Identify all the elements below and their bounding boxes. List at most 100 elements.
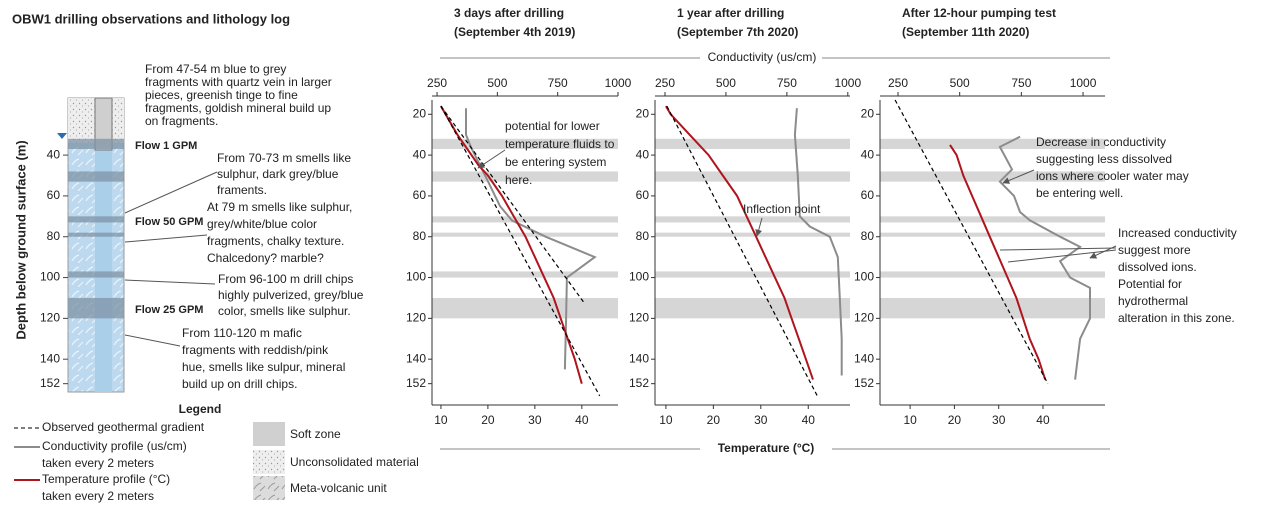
legend-swatch	[253, 450, 285, 474]
observation-text: framents.	[217, 183, 267, 197]
annotation: Potential for	[1118, 277, 1182, 291]
observation-text: color, smells like sulphur.	[218, 304, 351, 318]
y-tick-label: 80	[636, 229, 650, 243]
legend-swatch	[253, 476, 285, 500]
observation-text: pieces, greenish tinge to fine	[145, 88, 298, 102]
annotation-arrow	[1000, 248, 1116, 250]
leader-line	[125, 280, 215, 284]
observation-text: At 79 m smells like sulphur,	[207, 200, 352, 214]
gradient-line	[667, 106, 817, 396]
log-soft-zone	[68, 171, 124, 181]
y-tick-label: 140	[854, 351, 874, 365]
x2-tick-label: 1000	[834, 76, 861, 90]
y-tick-label: 120	[854, 311, 874, 325]
log-soft-zone	[68, 216, 124, 222]
depth-tick-label: 152	[40, 376, 60, 390]
depth-tick-label: 40	[47, 147, 61, 161]
x-tick-label: 40	[1036, 413, 1050, 427]
x-tick-label: 30	[754, 413, 768, 427]
water-level	[57, 133, 67, 139]
x2-tick-label: 750	[1011, 76, 1031, 90]
y-tick-label: 80	[413, 229, 427, 243]
log-soft-zone	[68, 298, 124, 318]
soft-zone	[880, 233, 1105, 237]
annotation: be entering well.	[1036, 186, 1123, 200]
log-soft-zone	[68, 271, 124, 277]
annotation: temperature fluids to	[505, 137, 615, 151]
log-soft-zone	[68, 233, 124, 237]
soft-zone	[432, 271, 618, 277]
annotation: be entering system	[505, 155, 606, 169]
y-tick-label: 40	[413, 147, 427, 161]
depth-tick-label: 80	[47, 229, 61, 243]
annotation: suggest more	[1118, 243, 1191, 257]
legend-label: taken every 2 meters	[42, 456, 154, 470]
y-tick-label: 40	[861, 147, 875, 161]
y-tick-label: 100	[629, 270, 649, 284]
observation-text: fragments, goldish mineral build up	[145, 101, 331, 115]
annotation: Inflection point	[743, 202, 821, 216]
y-tick-label: 60	[861, 188, 875, 202]
legend-title: Legend	[179, 402, 222, 416]
observation-text: highly pulverized, grey/blue	[218, 288, 364, 302]
x2-tick-label: 500	[487, 76, 507, 90]
y-tick-label: 152	[629, 376, 649, 390]
panel-title: After 12-hour pumping test	[902, 6, 1056, 20]
soft-zone	[880, 298, 1105, 318]
annotation: potential for lower	[505, 119, 600, 133]
x-tick-label: 10	[903, 413, 917, 427]
x-tick-label: 40	[802, 413, 816, 427]
temperature-axis-title: Temperature (°C)	[718, 441, 815, 455]
annotation-arrow	[478, 150, 505, 168]
soft-zone	[655, 271, 850, 277]
y-tick-label: 40	[636, 147, 650, 161]
flow-label: Flow 50 GPM	[135, 216, 203, 228]
legend-label: Soft zone	[290, 427, 341, 441]
panel-title: 1 year after drilling	[677, 6, 784, 20]
annotation: Increased conductivity	[1118, 226, 1237, 240]
leader-line	[125, 235, 207, 242]
observation-text: build up on drill chips.	[182, 377, 297, 391]
x2-tick-label: 750	[548, 76, 568, 90]
depth-axis-label: Depth below ground surface (m)	[13, 140, 28, 339]
annotation: Decrease in conductivity	[1036, 135, 1166, 149]
log-title: OBW1 drilling observations and lithology…	[12, 11, 290, 26]
x2-tick-label: 250	[655, 76, 675, 90]
x-tick-label: 20	[481, 413, 495, 427]
x-tick-label: 20	[707, 413, 721, 427]
soft-zone	[655, 298, 850, 318]
soft-zone	[655, 233, 850, 237]
y-tick-label: 60	[413, 188, 427, 202]
annotation: dissolved ions.	[1118, 260, 1197, 274]
observation-text: From 70-73 m smells like	[217, 151, 351, 165]
y-tick-label: 20	[413, 106, 427, 120]
panel-title: 3 days after drilling	[454, 6, 564, 20]
depth-tick-label: 120	[40, 311, 60, 325]
y-tick-label: 20	[636, 106, 650, 120]
leader-line	[125, 335, 180, 346]
soft-zone	[880, 216, 1105, 222]
observation-text: From 110-120 m mafic	[182, 326, 302, 340]
figure: OBW1 drilling observations and lithology…	[0, 0, 1270, 508]
depth-tick-label: 60	[47, 188, 61, 202]
legend-label: Conductivity profile (us/cm)	[42, 439, 187, 453]
observation-text: Chalcedony? marble?	[207, 251, 324, 265]
x2-tick-label: 500	[716, 76, 736, 90]
legend-label: Meta-volcanic unit	[290, 481, 387, 495]
annotation: ions where cooler water may	[1036, 169, 1189, 183]
y-tick-label: 120	[406, 311, 426, 325]
dividers	[440, 58, 1110, 449]
y-tick-label: 60	[636, 188, 650, 202]
y-tick-label: 140	[406, 351, 426, 365]
y-tick-label: 20	[861, 106, 875, 120]
annotation: here.	[505, 173, 532, 187]
observation-text: on fragments.	[145, 114, 218, 128]
y-tick-label: 140	[629, 351, 649, 365]
observation-text: hue, smells like sulpur, mineral	[182, 360, 345, 374]
y-tick-label: 152	[854, 376, 874, 390]
leader-line	[125, 172, 217, 213]
x2-tick-label: 250	[888, 76, 908, 90]
x2-tick-label: 500	[950, 76, 970, 90]
depth-tick-label: 140	[40, 351, 60, 365]
x-tick-label: 30	[528, 413, 542, 427]
